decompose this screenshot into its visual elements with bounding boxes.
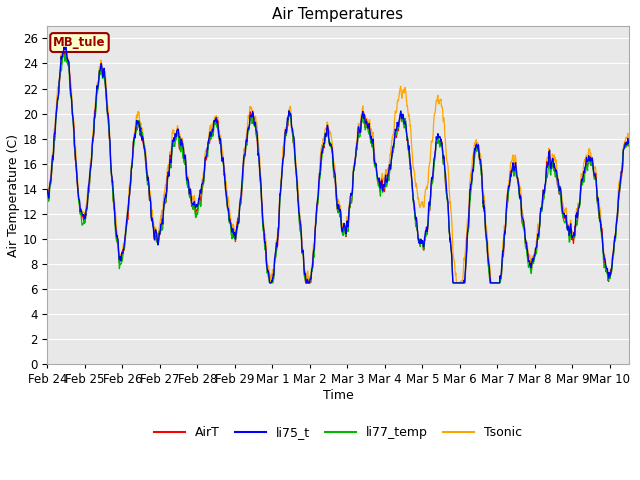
li75_t: [60, 44, 68, 50]
AirT: [44, 188, 51, 194]
Line: li75_t: li75_t: [47, 47, 628, 283]
Y-axis label: Air Temperature (C): Air Temperature (C): [7, 133, 20, 257]
li75_t: [212, 116, 220, 122]
AirT: [625, 142, 632, 147]
AirT: [159, 213, 167, 218]
li75_t: [44, 187, 51, 192]
Line: Tsonic: Tsonic: [47, 40, 628, 283]
AirT: [266, 280, 274, 286]
AirT: [148, 216, 156, 221]
AirT: [548, 160, 556, 166]
li75_t: [484, 254, 492, 260]
Tsonic: [159, 204, 167, 209]
Title: Air Temperatures: Air Temperatures: [273, 7, 404, 22]
X-axis label: Time: Time: [323, 389, 353, 402]
Tsonic: [212, 116, 220, 122]
li77_temp: [548, 158, 556, 164]
Tsonic: [484, 243, 492, 249]
li77_temp: [148, 218, 156, 224]
Tsonic: [148, 207, 156, 213]
li75_t: [159, 213, 167, 218]
AirT: [484, 256, 492, 262]
Tsonic: [548, 151, 556, 157]
li75_t: [548, 157, 556, 163]
li75_t: [625, 140, 632, 145]
Tsonic: [625, 135, 632, 141]
AirT: [264, 268, 272, 274]
li75_t: [264, 268, 272, 274]
li77_temp: [625, 142, 632, 147]
Line: AirT: AirT: [47, 47, 628, 283]
li77_temp: [266, 280, 274, 286]
AirT: [212, 118, 220, 124]
Legend: AirT, li75_t, li77_temp, Tsonic: AirT, li75_t, li77_temp, Tsonic: [148, 421, 527, 444]
Tsonic: [44, 183, 51, 189]
li77_temp: [44, 188, 51, 193]
Tsonic: [62, 37, 70, 43]
li77_temp: [212, 117, 220, 123]
Tsonic: [264, 263, 272, 269]
li75_t: [266, 280, 274, 286]
li77_temp: [159, 218, 167, 224]
Tsonic: [452, 280, 460, 286]
li77_temp: [62, 52, 70, 58]
li75_t: [148, 216, 156, 221]
li77_temp: [264, 273, 272, 279]
Text: MB_tule: MB_tule: [53, 36, 106, 49]
li77_temp: [484, 256, 492, 262]
Line: li77_temp: li77_temp: [47, 55, 628, 283]
AirT: [62, 44, 70, 50]
